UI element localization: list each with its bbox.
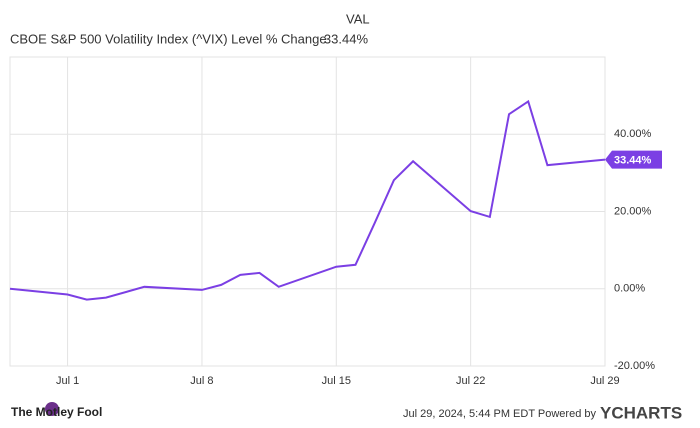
brand-icon <box>45 402 59 416</box>
y-tick-label: -20.00% <box>614 360 655 372</box>
y-tick-label: 40.00% <box>614 128 652 140</box>
legend-value: 33.44% <box>324 31 369 46</box>
line <box>9 99 606 301</box>
brand: The Motley Fool <box>11 405 102 419</box>
x-tick-label: Jul 29 <box>590 375 619 387</box>
x-tick-label: Jul 8 <box>190 375 213 387</box>
x-tick-label: Jul 1 <box>56 375 79 387</box>
x-tick-label: Jul 22 <box>456 375 485 387</box>
x-tick-label: Jul 15 <box>322 375 351 387</box>
y-tick-label: 0.00% <box>614 283 645 295</box>
value-tag-label: 33.44% <box>614 154 652 166</box>
legend-label: CBOE S&P 500 Volatility Index (^VIX) Lev… <box>10 31 327 46</box>
legend-header: VAL <box>346 11 370 26</box>
y-tick-label: 20.00% <box>614 205 652 217</box>
provider: YCHARTS <box>600 403 682 422</box>
timestamp: Jul 29, 2024, 5:44 PM EDT Powered by <box>403 408 597 420</box>
value-tag <box>605 150 662 169</box>
